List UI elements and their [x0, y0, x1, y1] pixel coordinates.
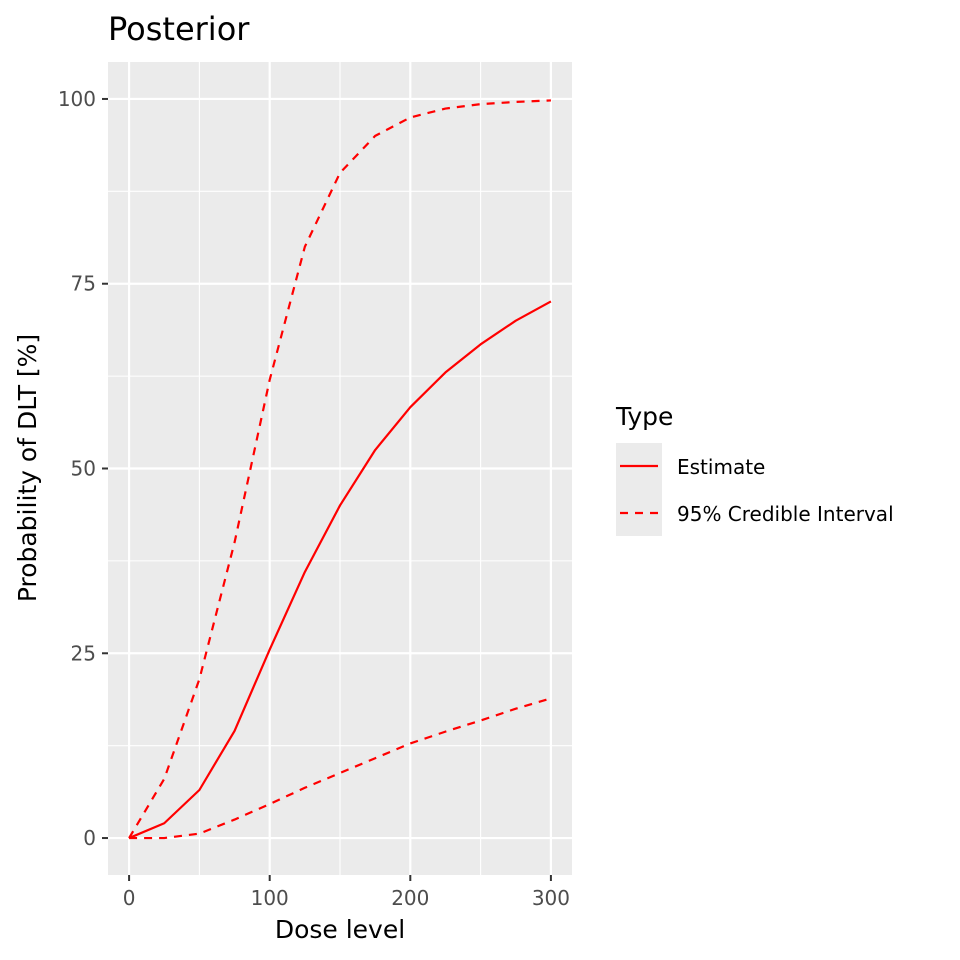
y-tick-label: 50	[71, 457, 96, 481]
x-tick-label: 0	[123, 886, 136, 910]
chart-title: Posterior	[108, 10, 250, 48]
legend-title: Type	[615, 402, 673, 431]
y-axis-title: Probability of DLT [%]	[13, 334, 42, 602]
legend: Type Estimate 95% Credible Interval	[615, 402, 894, 536]
y-tick-label: 0	[83, 826, 96, 850]
y-tick-label: 75	[71, 272, 96, 296]
x-axis-title: Dose level	[275, 915, 405, 944]
x-tick-label: 200	[391, 886, 429, 910]
x-tick-label: 100	[251, 886, 289, 910]
y-axis: 0 25 50 75 100	[58, 87, 108, 850]
legend-label-credible-interval: 95% Credible Interval	[677, 502, 894, 526]
y-tick-label: 25	[71, 641, 96, 665]
x-axis: 0 100 200 300	[123, 875, 570, 910]
major-gridlines	[108, 62, 572, 875]
x-tick-label: 300	[532, 886, 570, 910]
legend-label-estimate: Estimate	[677, 455, 765, 479]
series-line-estimate	[128, 300, 552, 840]
series-layer	[128, 99, 552, 840]
y-tick-label: 100	[58, 87, 96, 111]
legend-key-background	[616, 443, 662, 536]
